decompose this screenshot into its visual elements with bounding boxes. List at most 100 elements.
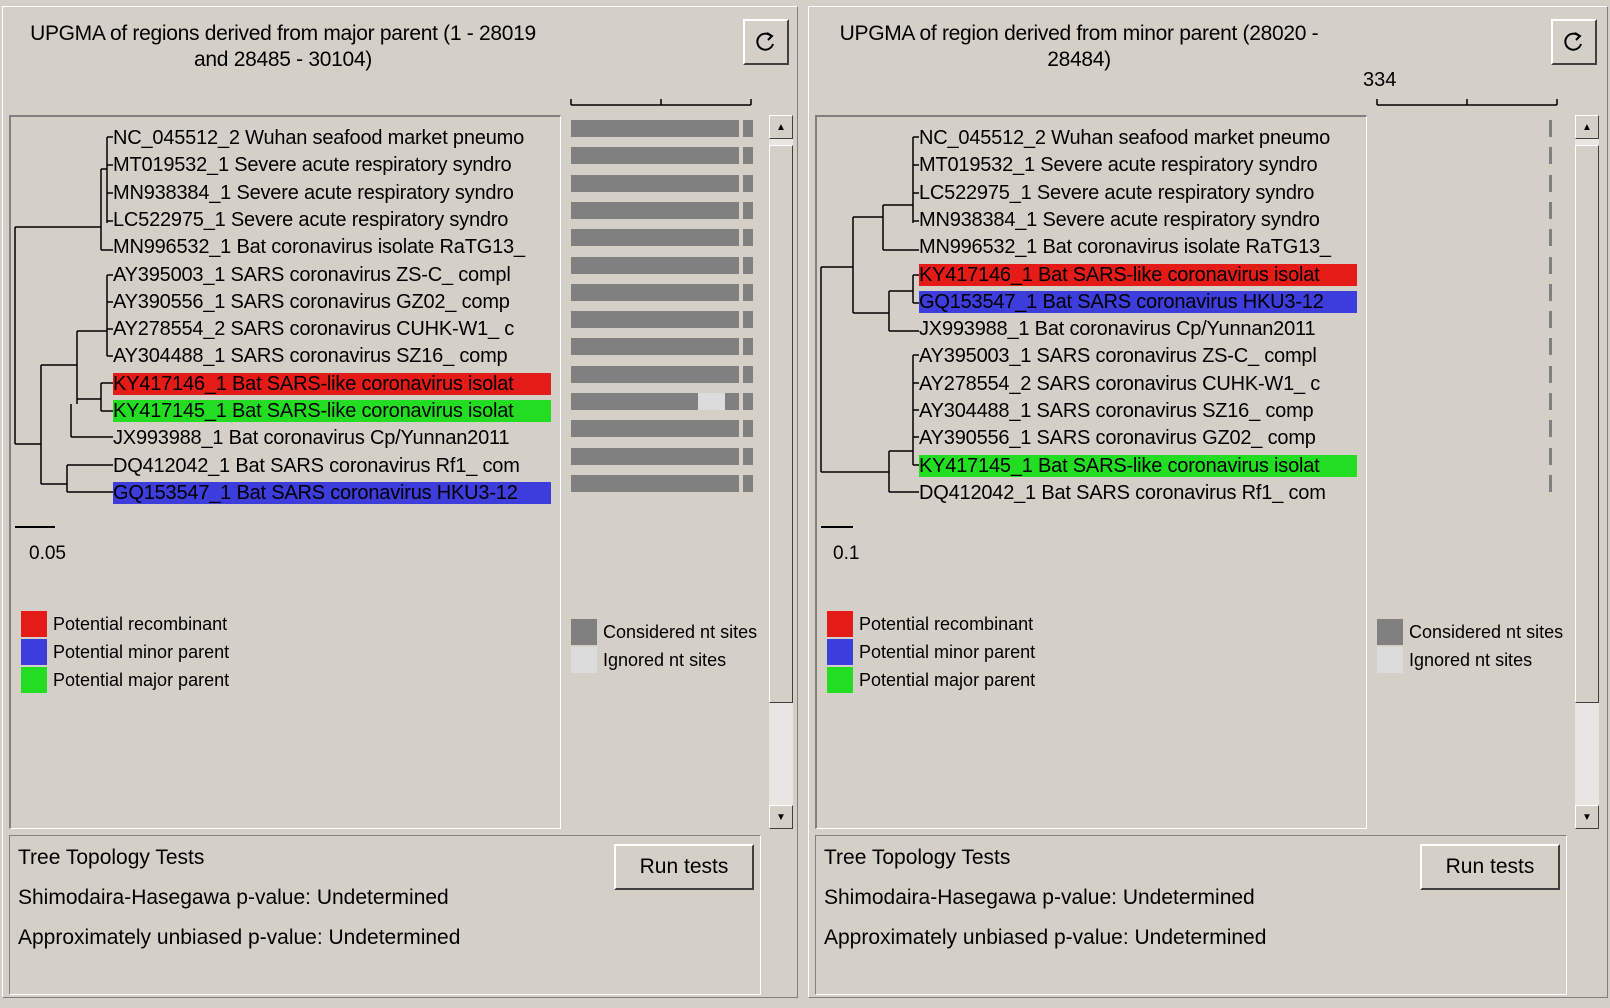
considered-sites-tick: [1549, 229, 1552, 247]
run-tests-button[interactable]: Run tests: [614, 844, 754, 890]
legend-label: Considered nt sites: [603, 621, 758, 642]
left-legend-considered: Considered nt sites: [571, 619, 757, 645]
tree-leaf-label[interactable]: MN996532_1 Bat coronavirus isolate RaTG1…: [113, 236, 525, 259]
left-site-scale: [570, 99, 752, 106]
considered-sites-bar: [571, 174, 739, 192]
considered-sites-tick: [1549, 283, 1552, 301]
considered-sites-tail: [743, 311, 753, 329]
tree-leaf-label[interactable]: NC_045512_2 Wuhan seafood market pneumo: [919, 127, 1330, 149]
tree-leaf-label[interactable]: AY278554_2 SARS coronavirus CUHK-W1_ c: [113, 318, 515, 341]
left-tree-panel: UPGMA of regions derived from major pare…: [2, 6, 798, 998]
legend-label: Ignored nt sites: [603, 649, 727, 670]
right-tree-view[interactable]: NC_045512_2 Wuhan seafood market pneumo M…: [815, 115, 1367, 829]
considered-sites-bar: [571, 120, 739, 137]
left-tree-view[interactable]: NC_045512_2 Wuhan seafood market pneumo M…: [9, 115, 561, 829]
considered-sites-tail: [743, 474, 753, 492]
considered-sites-tick: [1549, 474, 1552, 492]
tests-heading: Tree Topology Tests: [824, 846, 1011, 869]
sh-pvalue: Shimodaira-Hasegawa p-value: Undetermine…: [18, 886, 449, 909]
refresh-icon: [756, 32, 774, 51]
tree-leaf-label[interactable]: DQ412042_1 Bat SARS coronavirus Rf1_ com: [919, 481, 1326, 504]
tree-leaf-label[interactable]: AY304488_1 SARS coronavirus SZ16_ comp: [113, 345, 508, 368]
tree-leaf-label[interactable]: MN938384_1 Severe acute respiratory synd…: [919, 208, 1320, 231]
considered-sites-tick: [1549, 147, 1552, 165]
considered-sites-bar: [571, 474, 739, 492]
right-refresh-button[interactable]: [1551, 19, 1597, 65]
scroll-thumb[interactable]: [769, 145, 793, 703]
considered-sites-bar: [571, 393, 739, 410]
left-topology-tests: Tree Topology Tests Shimodaira-Hasegawa …: [9, 835, 761, 995]
right-topology-tests: Tree Topology Tests Shimodaira-Hasegawa …: [815, 835, 1567, 995]
scroll-down-button[interactable]: ▼: [769, 805, 793, 829]
left-title-line1: UPGMA of regions derived from major pare…: [30, 22, 536, 45]
scroll-up-button[interactable]: ▲: [1575, 115, 1599, 139]
tree-leaf-label[interactable]: GQ153547_1 Bat SARS coronavirus HKU3-12: [113, 481, 551, 504]
right-legend-ignored: Ignored nt sites: [1377, 647, 1532, 673]
tree-leaf-label[interactable]: KY417145_1 Bat SARS-like coronavirus iso…: [113, 400, 551, 422]
considered-sites-tick: [1549, 447, 1552, 465]
considered-sites-tick: [1549, 420, 1552, 438]
tree-leaf-label[interactable]: GQ153547_1 Bat SARS coronavirus HKU3-12: [919, 290, 1357, 313]
tree-leaf-label[interactable]: AY278554_2 SARS coronavirus CUHK-W1_ c: [919, 372, 1321, 395]
considered-sites-bar: [571, 311, 739, 329]
left-site-bars: [571, 117, 755, 517]
considered-sites-tail: [743, 338, 753, 356]
legend-label: Considered nt sites: [1409, 621, 1564, 642]
scroll-thumb[interactable]: [1575, 145, 1599, 703]
left-scrollbar[interactable]: ▲ ▼: [769, 115, 793, 829]
left-refresh-button[interactable]: [743, 19, 789, 65]
right-site-bars: [1377, 117, 1561, 517]
ignored-swatch: [1377, 647, 1403, 673]
recombinant-swatch: [21, 611, 47, 637]
considered-sites-bar: [571, 229, 739, 247]
considered-sites-tail: [743, 420, 753, 438]
tree-leaf-label[interactable]: JX993988_1 Bat coronavirus Cp/Yunnan2011: [919, 318, 1316, 341]
right-legend-considered: Considered nt sites: [1377, 619, 1563, 645]
sh-pvalue: Shimodaira-Hasegawa p-value: Undetermine…: [824, 886, 1255, 909]
tree-leaf-label[interactable]: AY395003_1 SARS coronavirus ZS-C_ compl: [919, 345, 1317, 368]
recombinant-swatch: [827, 611, 853, 637]
right-scrollbar[interactable]: ▲ ▼: [1575, 115, 1599, 829]
right-leaf-list: NC_045512_2 Wuhan seafood market pneumo M…: [919, 127, 1357, 527]
ignored-swatch: [571, 647, 597, 673]
considered-sites-tick: [1549, 201, 1552, 219]
considered-sites-bar: [571, 365, 739, 383]
considered-sites-tail: [743, 120, 753, 137]
considered-sites-bar: [571, 201, 739, 219]
tree-leaf-label[interactable]: MN938384_1 Severe acute respiratory synd…: [113, 181, 514, 204]
ignored-sites-segment: [697, 393, 725, 410]
tree-leaf-label[interactable]: AY395003_1 SARS coronavirus ZS-C_ compl: [113, 263, 511, 286]
considered-sites-tail: [743, 365, 753, 383]
left-title-line2: and 28485 - 30104): [194, 48, 372, 71]
scroll-down-button[interactable]: ▼: [1575, 805, 1599, 829]
tree-leaf-label[interactable]: LC522975_1 Severe acute respiratory synd…: [919, 181, 1315, 204]
considered-sites-tail: [743, 393, 753, 410]
tree-leaf-label[interactable]: KY417146_1 Bat SARS-like coronavirus iso…: [113, 372, 551, 395]
tree-leaf-label[interactable]: AY390556_1 SARS coronavirus GZ02_ comp: [113, 290, 510, 313]
tree-leaf-label[interactable]: KY417146_1 Bat SARS-like coronavirus iso…: [919, 263, 1357, 286]
tests-heading: Tree Topology Tests: [18, 846, 205, 869]
tree-leaf-label[interactable]: DQ412042_1 Bat SARS coronavirus Rf1_ com: [113, 454, 520, 477]
considered-sites-tail: [743, 229, 753, 247]
tree-leaf-label[interactable]: JX993988_1 Bat coronavirus Cp/Yunnan2011: [113, 427, 510, 450]
tree-leaf-label[interactable]: NC_045512_2 Wuhan seafood market pneumo: [113, 127, 524, 149]
tree-leaf-label[interactable]: AY304488_1 SARS coronavirus SZ16_ comp: [919, 400, 1314, 422]
considered-sites-bar: [571, 420, 739, 438]
scroll-up-button[interactable]: ▲: [769, 115, 793, 139]
au-pvalue: Approximately unbiased p-value: Undeterm…: [18, 926, 461, 949]
run-tests-button[interactable]: Run tests: [1420, 844, 1560, 890]
tree-leaf-label[interactable]: MT019532_1 Severe acute respiratory synd…: [919, 154, 1318, 177]
tree-leaf-label[interactable]: AY390556_1 SARS coronavirus GZ02_ comp: [919, 427, 1316, 450]
au-pvalue: Approximately unbiased p-value: Undeterm…: [824, 926, 1267, 949]
tree-leaf-label[interactable]: MN996532_1 Bat coronavirus isolate RaTG1…: [919, 236, 1331, 259]
right-legend-minor: Potential minor parent: [827, 639, 1035, 665]
legend-label: Potential major parent: [53, 669, 230, 690]
tree-leaf-label[interactable]: MT019532_1 Severe acute respiratory synd…: [113, 154, 512, 177]
tree-leaf-label[interactable]: KY417145_1 Bat SARS-like coronavirus iso…: [919, 454, 1357, 477]
tree-leaf-label[interactable]: LC522975_1 Severe acute respiratory synd…: [113, 208, 509, 231]
considered-swatch: [571, 619, 597, 645]
considered-sites-tail: [743, 256, 753, 274]
right-legend-recombinant: Potential recombinant: [827, 611, 1033, 637]
left-scale-label: 0.05: [29, 543, 66, 564]
right-site-scale: [1376, 99, 1558, 106]
